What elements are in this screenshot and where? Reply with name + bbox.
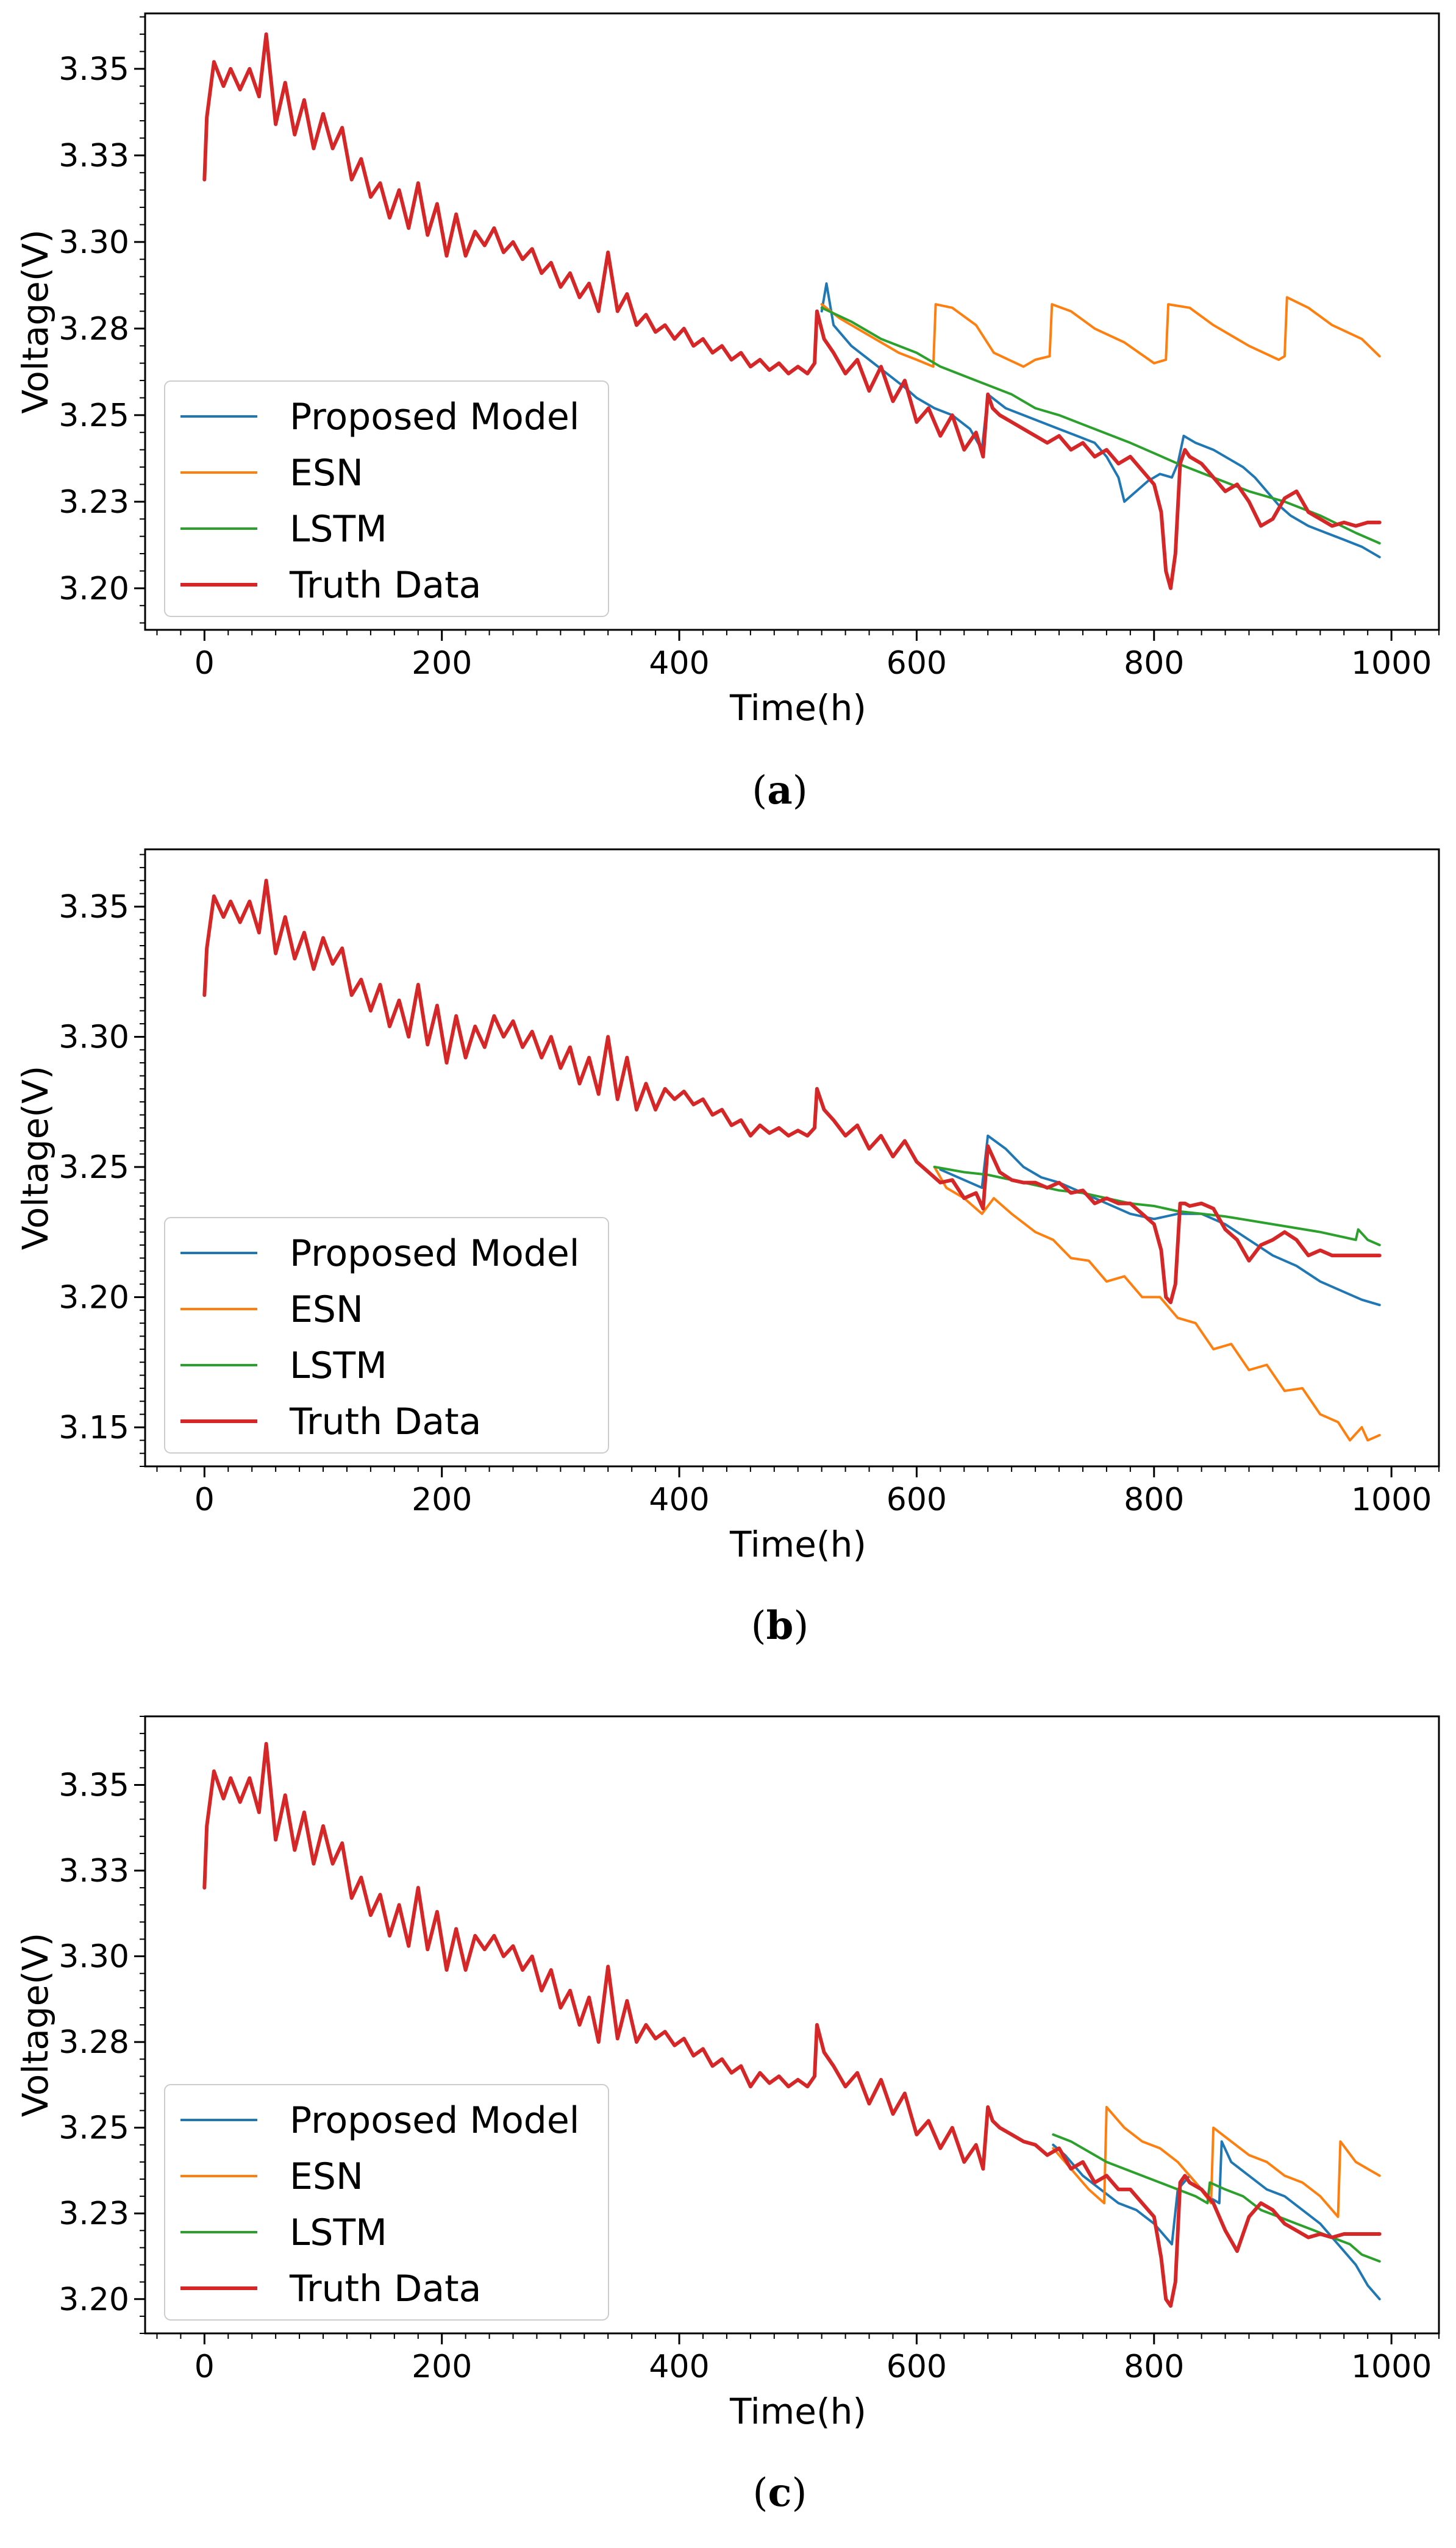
y-tick-label: 3.35 <box>59 1767 129 1804</box>
y-tick-label: 3.25 <box>59 398 129 434</box>
x-tick-label: 0 <box>194 2349 215 2385</box>
caption-open: ( <box>753 2471 768 2516</box>
caption-letter: b <box>766 1603 794 1649</box>
x-tick-label: 200 <box>412 1482 472 1518</box>
series-group <box>202 879 1382 1442</box>
y-tick-label: 3.30 <box>59 1019 129 1055</box>
legend-label: LSTM <box>290 1344 387 1387</box>
y-axis-label: Voltage(V) <box>15 1066 56 1251</box>
x-tick-label: 0 <box>194 645 215 682</box>
plot-frame <box>144 1715 1440 2335</box>
y-axis-label: Voltage(V) <box>15 1933 56 2118</box>
legend: Proposed Model ESN LSTM Truth Data <box>164 1217 609 1454</box>
x-axis-label: Time(h) <box>729 1524 866 1565</box>
x-tick-label: 400 <box>649 2349 709 2385</box>
caption-close: ) <box>793 1604 808 1649</box>
series-line-lstm <box>1052 2133 1381 2263</box>
caption-open: ( <box>752 768 767 813</box>
x-tick-label: 1000 <box>1351 2349 1432 2385</box>
series-line-truth-data <box>202 1742 1382 2308</box>
y-tick-label: 3.33 <box>59 1853 129 1890</box>
plot-frame <box>144 848 1440 1468</box>
y-tick-label: 3.23 <box>59 484 129 521</box>
series-line-lstm <box>820 306 1381 544</box>
y-tick-label: 3.25 <box>59 1149 129 1186</box>
series-line-lstm <box>933 1165 1381 1246</box>
legend-label: Truth Data <box>289 1401 481 1443</box>
caption-close: ) <box>793 768 808 813</box>
series-line-proposed-model <box>939 1134 1381 1307</box>
x-tick-label: 0 <box>194 1482 215 1518</box>
legend-label: LSTM <box>290 2211 387 2254</box>
y-tick-label: 3.28 <box>59 311 129 348</box>
x-tick-label: 800 <box>1124 2349 1184 2385</box>
x-tick-label: 800 <box>1124 645 1184 682</box>
chart-panel-c: 3.20 3.23 3.25 3.28 3.30 3.33 3.35 0 200 400 600 80… <box>15 1715 1440 2516</box>
x-tick-label: 200 <box>412 645 472 682</box>
y-tick-label: 3.28 <box>59 2024 129 2061</box>
series-line-esn <box>820 296 1381 368</box>
x-tick-label: 400 <box>649 645 709 682</box>
y-tick-label: 3.30 <box>59 224 129 261</box>
legend-label: Proposed Model <box>290 396 579 438</box>
series-line-truth-data <box>202 32 1382 590</box>
y-tick-label: 3.33 <box>59 138 129 174</box>
x-tick-label: 400 <box>649 1482 709 1518</box>
series-line-esn <box>933 1165 1381 1442</box>
panel-caption: (a) <box>752 768 807 813</box>
legend-label: Proposed Model <box>290 1232 579 1275</box>
caption-open: ( <box>751 1604 766 1649</box>
caption-letter: c <box>768 2470 792 2516</box>
x-axis-label: Time(h) <box>729 687 866 729</box>
x-tick-label: 800 <box>1124 1482 1184 1518</box>
y-tick-label: 3.23 <box>59 2196 129 2232</box>
chart-panel-b: 3.15 3.20 3.25 3.30 3.35 0 200 400 600 800 1000 Tim… <box>15 848 1440 1649</box>
legend-label: LSTM <box>290 508 387 551</box>
y-tick-label: 3.20 <box>59 571 129 607</box>
legend-label: Proposed Model <box>290 2099 579 2142</box>
legend-label: ESN <box>290 2155 363 2198</box>
panel-caption: (b) <box>751 1603 809 1649</box>
y-tick-label: 3.35 <box>59 889 129 926</box>
caption-letter: a <box>767 768 792 813</box>
legend-box <box>164 1217 609 1454</box>
caption-close: ) <box>791 2471 807 2516</box>
legend: Proposed Model ESN LSTM Truth Data <box>164 2084 609 2321</box>
legend-label: ESN <box>290 1288 363 1331</box>
x-tick-label: 1000 <box>1351 1482 1432 1518</box>
legend-box <box>164 2084 609 2321</box>
legend-label: ESN <box>290 452 363 494</box>
series-line-truth-data <box>202 879 1382 1304</box>
legend-label: Truth Data <box>289 2268 481 2310</box>
series-group <box>202 1742 1382 2308</box>
legend-label: Truth Data <box>289 564 481 607</box>
y-tick-label: 3.35 <box>59 51 129 88</box>
x-tick-label: 600 <box>887 1482 947 1518</box>
series-line-esn <box>1052 2105 1381 2218</box>
x-axis-label: Time(h) <box>729 2391 866 2432</box>
panel-caption: (c) <box>753 2470 807 2516</box>
y-tick-label: 3.20 <box>59 1279 129 1316</box>
x-tick-label: 600 <box>887 2349 947 2385</box>
series-line-proposed-model <box>1052 2140 1381 2300</box>
y-axis-label: Voltage(V) <box>15 229 56 414</box>
legend-box <box>164 380 609 617</box>
series-group <box>202 32 1382 590</box>
series-line-proposed-model <box>820 282 1381 558</box>
legend: Proposed Model ESN LSTM Truth Data <box>164 380 609 617</box>
y-tick-label: 3.15 <box>59 1410 129 1446</box>
y-tick-label: 3.30 <box>59 1939 129 1975</box>
x-tick-label: 600 <box>887 645 947 682</box>
plot-frame <box>144 12 1440 631</box>
chart-panel-a: 3.20 3.23 3.25 3.28 3.30 3.33 3.35 0 200 400 600 80… <box>15 12 1440 813</box>
x-tick-label: 1000 <box>1351 645 1432 682</box>
y-tick-label: 3.20 <box>59 2282 129 2318</box>
y-tick-label: 3.25 <box>59 2110 129 2147</box>
x-tick-label: 200 <box>412 2349 472 2385</box>
